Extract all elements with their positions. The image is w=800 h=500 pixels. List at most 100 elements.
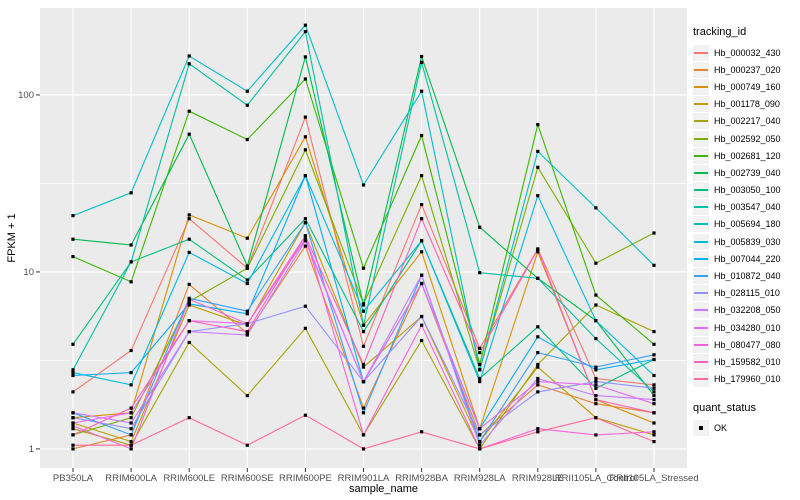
- data-point: [478, 433, 482, 437]
- data-point: [129, 440, 133, 444]
- data-point: [129, 443, 133, 447]
- data-point: [478, 380, 482, 384]
- legend-item-label: Hb_032208_050: [714, 305, 781, 316]
- data-point: [303, 217, 307, 221]
- x-tick-label: RRIM600PE: [279, 473, 332, 484]
- data-point: [303, 23, 307, 27]
- data-point: [536, 149, 540, 153]
- data-point: [536, 194, 540, 198]
- data-point: [187, 250, 191, 254]
- data-point: [245, 266, 249, 270]
- data-point: [478, 376, 482, 381]
- data-point: [536, 276, 540, 280]
- data-point: [187, 319, 191, 323]
- data-point: [420, 60, 424, 64]
- legend-tracking-items: Hb_000032_430 Hb_000237_020 Hb_000749_160 H…: [693, 44, 799, 388]
- data-point: [478, 271, 482, 275]
- x-tick-label: RRIM600LA: [105, 473, 157, 484]
- data-point: [129, 243, 133, 247]
- data-point: [303, 148, 307, 152]
- data-point: [478, 351, 482, 355]
- data-point: [187, 132, 191, 136]
- data-point: [187, 109, 191, 113]
- data-point: [536, 365, 540, 369]
- data-point: [245, 264, 249, 268]
- x-tick-label: RRIM928BA: [395, 473, 448, 484]
- legend-item-Hb_179960_010: Hb_179960_010: [693, 371, 799, 388]
- x-tick-label: RRIM928LA: [454, 473, 506, 484]
- data-point: [361, 380, 366, 384]
- data-point: [187, 237, 191, 241]
- data-point: [536, 380, 540, 384]
- data-point: [420, 314, 424, 319]
- data-point: [594, 394, 598, 398]
- data-point: [303, 115, 307, 119]
- data-point: [536, 250, 540, 254]
- data-point: [536, 383, 540, 387]
- x-tick-label: RRIM600SE: [221, 473, 274, 484]
- data-point: [652, 433, 656, 437]
- legend-item-label: Hb_007044_220: [714, 253, 781, 264]
- data-point: [71, 433, 75, 437]
- legend-key-line-icon: [693, 336, 709, 353]
- legend-item-label: Hb_000749_160: [714, 81, 781, 92]
- data-point: [129, 260, 133, 264]
- data-point: [478, 225, 482, 229]
- legend-item-Hb_003547_040: Hb_003547_040: [693, 199, 799, 216]
- legend-item-label: Hb_000237_020: [714, 64, 781, 75]
- legend-key-line-icon: [693, 302, 709, 319]
- data-point: [187, 340, 191, 344]
- data-point: [303, 30, 307, 34]
- data-point: [594, 380, 598, 384]
- legend-item-label: Hb_003547_040: [714, 202, 781, 213]
- data-point: [129, 383, 133, 387]
- data-point: [594, 293, 598, 297]
- data-point: [71, 443, 75, 447]
- data-point: [361, 447, 366, 451]
- data-point: [594, 319, 598, 323]
- data-point: [652, 330, 656, 334]
- data-point: [361, 303, 366, 307]
- legend-quant-items: OK: [693, 420, 799, 437]
- data-point: [652, 421, 656, 425]
- legend-item-label: Hb_034280_010: [714, 322, 781, 333]
- legend-title-quant-status: quant_status: [693, 401, 756, 414]
- legend-key-line-icon: [693, 353, 709, 370]
- y-tick-label: 100: [18, 90, 34, 101]
- legend-item-Hb_002217_040: Hb_002217_040: [693, 113, 799, 130]
- data-point: [71, 214, 75, 218]
- data-point: [71, 424, 75, 428]
- legend-item-label: Hb_005694_180: [714, 219, 781, 230]
- data-point: [652, 402, 656, 406]
- legend-key-line-icon: [693, 268, 709, 285]
- data-point: [420, 217, 424, 221]
- data-point: [187, 297, 191, 301]
- data-point: [361, 406, 366, 410]
- data-point: [245, 137, 249, 142]
- data-point: [536, 335, 540, 339]
- legend-item-Hb_000749_160: Hb_000749_160: [693, 78, 799, 95]
- data-point: [361, 330, 366, 334]
- legend-key-line-icon: [693, 113, 709, 130]
- data-point: [478, 427, 482, 431]
- data-point: [303, 304, 307, 308]
- data-point: [594, 261, 598, 265]
- data-point: [245, 236, 249, 240]
- data-point: [303, 77, 307, 81]
- data-point: [129, 433, 133, 437]
- data-point: [652, 357, 656, 362]
- data-point: [361, 411, 366, 415]
- data-point: [245, 322, 249, 326]
- data-point: [652, 394, 656, 398]
- data-point: [478, 368, 482, 372]
- legend-key-line-icon: [693, 233, 709, 250]
- x-tick-label: RRIM901LA: [338, 473, 390, 484]
- data-point: [420, 239, 424, 243]
- y-tick-label: 10: [23, 267, 34, 278]
- legend-item-Hb_080477_080: Hb_080477_080: [693, 336, 799, 353]
- data-point: [536, 376, 540, 381]
- legend-item-label: Hb_159582_010: [714, 356, 781, 367]
- legend-item-label: Hb_005839_030: [714, 236, 781, 247]
